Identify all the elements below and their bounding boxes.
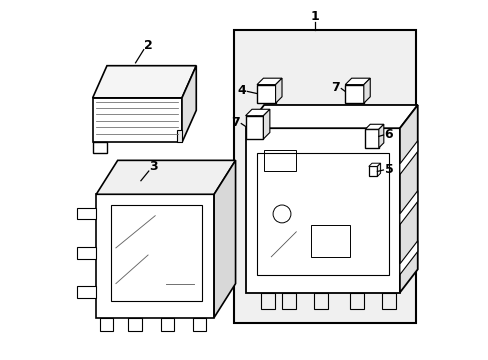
Polygon shape: [399, 141, 417, 175]
Polygon shape: [368, 163, 380, 166]
Polygon shape: [378, 124, 383, 148]
Polygon shape: [345, 78, 369, 85]
Text: 2: 2: [144, 39, 153, 52]
Text: 6: 6: [384, 128, 392, 141]
Polygon shape: [77, 287, 96, 298]
Polygon shape: [93, 143, 107, 153]
Polygon shape: [399, 191, 417, 225]
Bar: [110, 205, 201, 301]
Bar: [345, 85, 363, 103]
Bar: [128, 318, 142, 331]
Bar: [257, 153, 388, 275]
Bar: [233, 30, 415, 323]
Text: 3: 3: [149, 160, 158, 173]
Bar: [160, 318, 174, 331]
Bar: [381, 293, 395, 309]
Bar: [310, 225, 349, 257]
Bar: [192, 318, 206, 331]
Bar: [264, 150, 296, 171]
Polygon shape: [275, 78, 282, 103]
Bar: [282, 293, 296, 309]
Text: 7: 7: [331, 81, 340, 94]
Polygon shape: [377, 163, 380, 176]
Polygon shape: [365, 124, 383, 129]
Bar: [368, 166, 377, 176]
Bar: [349, 293, 364, 309]
Polygon shape: [77, 208, 96, 219]
Polygon shape: [263, 109, 269, 139]
Polygon shape: [246, 128, 399, 293]
Bar: [100, 318, 113, 331]
Polygon shape: [93, 66, 196, 98]
Polygon shape: [214, 160, 235, 318]
Text: 1: 1: [310, 10, 319, 23]
Polygon shape: [176, 130, 182, 143]
Polygon shape: [257, 78, 282, 85]
Bar: [257, 85, 275, 103]
Bar: [313, 293, 328, 309]
Polygon shape: [399, 241, 417, 275]
Polygon shape: [96, 160, 235, 194]
Polygon shape: [246, 105, 417, 128]
Text: 5: 5: [384, 163, 392, 176]
Text: 7: 7: [231, 116, 240, 129]
Bar: [260, 293, 274, 309]
Polygon shape: [399, 105, 417, 293]
Bar: [245, 116, 263, 139]
Polygon shape: [96, 194, 214, 318]
Polygon shape: [77, 247, 96, 258]
Text: 4: 4: [237, 84, 246, 97]
Polygon shape: [182, 66, 196, 143]
Polygon shape: [93, 98, 182, 143]
Bar: [365, 129, 378, 148]
Polygon shape: [245, 109, 269, 116]
Polygon shape: [363, 78, 369, 103]
